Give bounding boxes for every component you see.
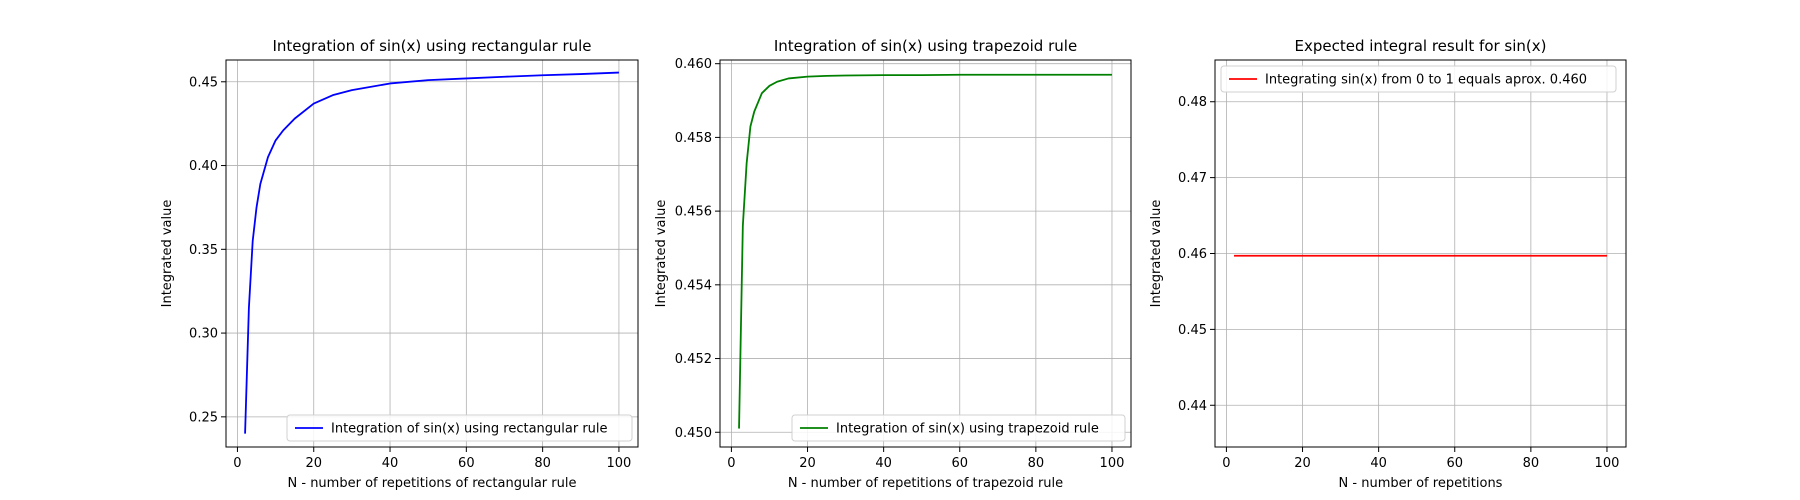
y-tick-label: 0.460 <box>675 57 712 72</box>
y-tick-label: 0.450 <box>675 426 712 441</box>
x-axis-label: N - number of repetitions <box>1339 476 1503 491</box>
y-tick-label: 0.48 <box>1178 95 1207 110</box>
y-tick-label: 0.45 <box>1178 323 1207 338</box>
x-axis-label: N - number of repetitions of trapezoid r… <box>788 476 1063 491</box>
x-tick-label: 60 <box>951 456 968 471</box>
x-tick-label: 80 <box>1028 456 1045 471</box>
legend-label: Integrating sin(x) from 0 to 1 equals ap… <box>1265 73 1587 88</box>
x-tick-label: 0 <box>1222 456 1230 471</box>
x-tick-label: 20 <box>799 456 816 471</box>
legend-box <box>286 414 633 442</box>
series-line <box>738 73 1112 429</box>
y-axis-label: Integrated value <box>654 200 669 308</box>
x-tick-label: 0 <box>233 456 241 471</box>
x-tick-label: 100 <box>607 456 632 471</box>
y-tick-label: 0.44 <box>1178 399 1207 414</box>
x-axis-label: N - number of repetitions of rectangular… <box>288 476 577 491</box>
y-tick-label: 0.25 <box>189 410 218 425</box>
y-tick-label: 0.30 <box>189 327 218 342</box>
y-tick-label: 0.454 <box>675 278 712 293</box>
x-tick-label: 60 <box>458 456 475 471</box>
x-tick-label: 40 <box>875 456 892 471</box>
x-tick-label: 20 <box>1294 456 1311 471</box>
plot-frame <box>719 59 1132 448</box>
legend-label: Integration of sin(x) using trapezoid ru… <box>836 422 1099 437</box>
x-tick-label: 40 <box>382 456 399 471</box>
y-tick-label: 0.40 <box>189 159 218 174</box>
chart-title: Expected integral result for sin(x) <box>1294 37 1546 55</box>
legend: Integration of sin(x) using trapezoid ru… <box>791 414 1126 442</box>
legend-label: Integration of sin(x) using rectangular … <box>331 422 608 437</box>
y-tick-label: 0.45 <box>189 75 218 90</box>
y-axis-label: Integrated value <box>1149 200 1164 308</box>
x-tick-label: 100 <box>1595 456 1620 471</box>
y-tick-label: 0.47 <box>1178 171 1207 186</box>
y-axis-label: Integrated value <box>160 200 175 308</box>
x-tick-label: 100 <box>1100 456 1125 471</box>
x-tick-label: 0 <box>727 456 735 471</box>
chart-panel-1: 0 20 40 60 80 100 0.25 0.30 0.35 0.40 0.45 Integrat… <box>160 37 639 491</box>
legend: Integrating sin(x) from 0 to 1 equals ap… <box>1220 65 1617 93</box>
plot-frame <box>225 59 639 448</box>
x-tick-label: 40 <box>1370 456 1387 471</box>
legend-box <box>1220 65 1617 93</box>
chart-panel-2: 0 20 40 60 80 100 0.450 0.452 0.454 0.456 0.458 0.4… <box>654 37 1132 491</box>
y-tick-label: 0.456 <box>675 205 712 220</box>
legend: Integration of sin(x) using rectangular … <box>286 414 633 442</box>
y-tick-label: 0.35 <box>189 243 218 258</box>
chart-title: Integration of sin(x) using trapezoid ru… <box>774 37 1077 55</box>
x-tick-label: 80 <box>1523 456 1540 471</box>
legend-box <box>791 414 1126 442</box>
y-tick-label: 0.458 <box>675 131 712 146</box>
y-tick-label: 0.452 <box>675 352 712 367</box>
chart-panel-3: 0 20 40 60 80 100 0.44 0.45 0.46 0.47 0.48 Expected… <box>1149 37 1627 491</box>
y-tick-label: 0.46 <box>1178 247 1207 262</box>
series-line <box>244 71 619 434</box>
chart-title: Integration of sin(x) using rectangular … <box>272 37 591 55</box>
x-tick-label: 20 <box>305 456 322 471</box>
x-tick-label: 60 <box>1446 456 1463 471</box>
x-tick-label: 80 <box>534 456 551 471</box>
